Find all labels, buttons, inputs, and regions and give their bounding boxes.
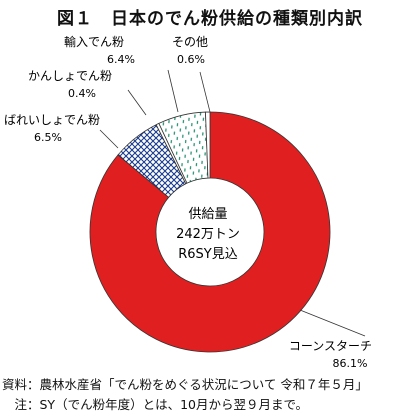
footnote: 注：SY（でん粉年度）とは、10月から翌９月まで。 (2, 397, 308, 412)
slice-name-label-4: その他 (172, 35, 208, 49)
slice-value-label-0: 86.1% (333, 357, 368, 370)
center-label-line-3: R6SY見込 (178, 247, 238, 262)
slice-labels: コーンスターチ 86.1% ばれいしょでん粉 6.5% かんしょでん粉 0.4% 輸入でん粉… (4, 34, 372, 370)
slice-name-label-1: ばれいしょでん粉 (4, 113, 100, 127)
leader-line-0 (299, 309, 366, 337)
center-label-line-1: 供給量 (188, 207, 227, 222)
slice-4 (205, 111, 211, 179)
slice-name-label-2: かんしょでん粉 (28, 69, 112, 83)
center-label-line-2: 242万トン (176, 227, 240, 242)
leader-line-4 (199, 71, 211, 113)
leader-line-1 (99, 129, 119, 149)
leader-line-2 (127, 89, 147, 116)
leader-lines (99, 69, 366, 337)
slice-name-label-3: 輸入でん粉 (64, 34, 124, 49)
slice-name-label-0: コーンスターチ (289, 339, 372, 353)
slice-value-label-3: 6.4% (107, 53, 135, 66)
slice-0 (89, 111, 331, 353)
source-note: 資料：農林水産省「でん粉をめぐる状況について 令和７年５月」 (2, 377, 368, 392)
notes: 資料：農林水産省「でん粉をめぐる状況について 令和７年５月」 注：SY（でん粉年… (2, 375, 368, 415)
slice-value-label-2: 0.4% (68, 87, 96, 100)
slice-value-label-4: 0.6% (177, 53, 205, 66)
center-label: 供給量 242万トン R6SY見込 (176, 207, 240, 262)
slice-value-label-1: 6.5% (34, 131, 62, 144)
slices-group (89, 111, 331, 353)
chart-title: 図１ 日本のでん粉供給の種類別内訳 (57, 9, 363, 29)
leader-line-3 (167, 69, 179, 113)
